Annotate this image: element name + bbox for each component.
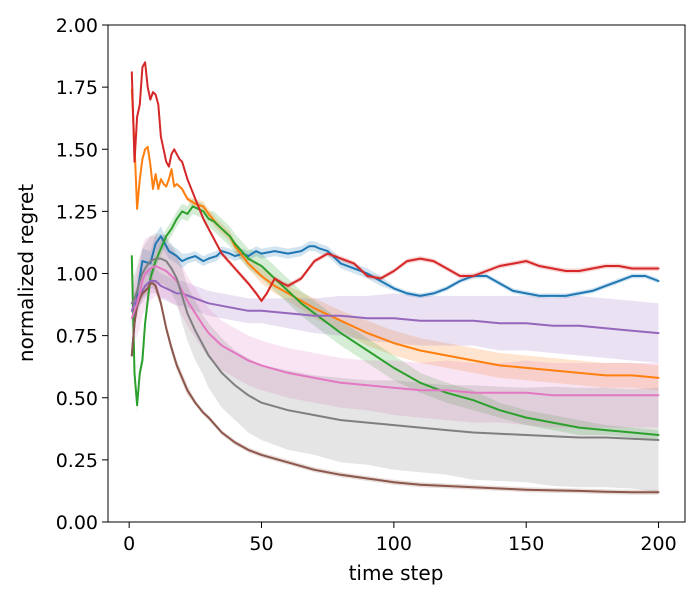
band-blue <box>131 226 659 361</box>
y-tick-label: 1.00 <box>56 264 98 286</box>
y-tick-label: 0.00 <box>56 512 98 534</box>
x-tick-label: 100 <box>376 533 412 555</box>
band-pink <box>131 236 659 428</box>
x-tick-label: 50 <box>249 533 273 555</box>
y-tick-label: 0.25 <box>56 450 98 472</box>
y-tick-label: 2.00 <box>56 15 98 37</box>
x-tick-label: 150 <box>508 533 544 555</box>
band-green <box>131 198 659 440</box>
series-line-orange <box>130 88 660 379</box>
x-axis-label: time step <box>349 561 444 585</box>
y-tick-label: 1.50 <box>56 139 98 161</box>
y-tick-label: 1.75 <box>56 77 98 99</box>
axis-ticks: 0 50 100 150 200 0.00 0.25 0.50 0.75 1.00 1.25 1.50… <box>56 15 677 555</box>
band-purple <box>131 268 659 363</box>
confidence-bands <box>131 62 659 495</box>
y-tick-label: 1.25 <box>56 201 98 223</box>
series-line-pink <box>130 265 660 397</box>
series-line-red <box>130 61 660 302</box>
y-tick-label: 0.50 <box>56 388 98 410</box>
x-tick-label: 0 <box>123 533 135 555</box>
series-line-blue <box>130 235 660 357</box>
y-axis-label: normalized regret <box>14 184 38 362</box>
x-tick-label: 200 <box>640 533 676 555</box>
series-line-purple <box>130 280 660 335</box>
y-tick-label: 0.75 <box>56 326 98 348</box>
plot-frame <box>107 24 686 523</box>
series-lines <box>130 61 660 494</box>
series-line-gray <box>130 257 660 441</box>
band-gray <box>131 233 659 493</box>
series-line-brown <box>130 282 660 494</box>
